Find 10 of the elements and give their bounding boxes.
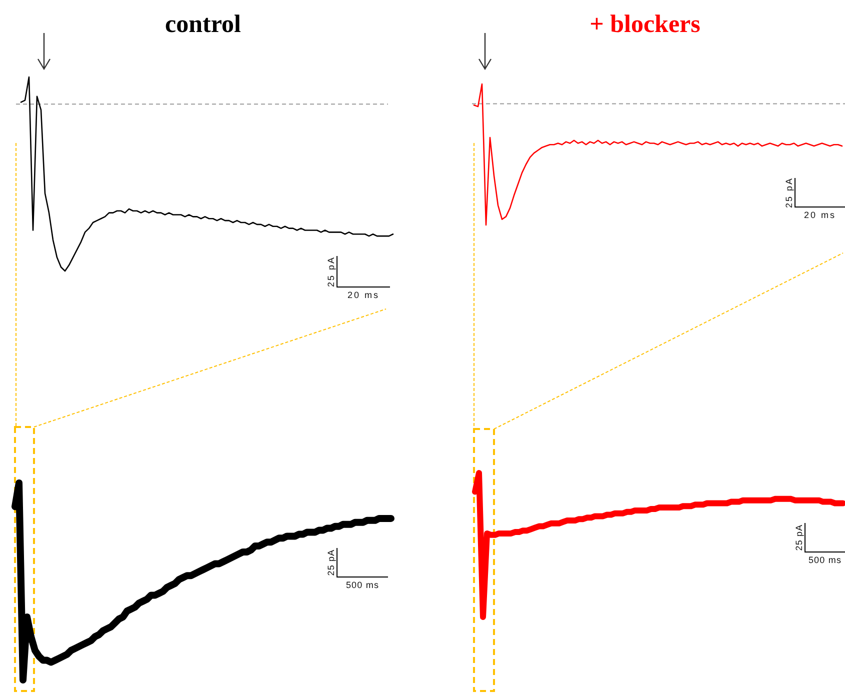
text: 20 ms [347,290,380,300]
annotation: 20 ms [804,210,836,220]
annotation: 500 ms [808,555,842,565]
annotation: 500 ms [346,580,380,590]
annotation: 25 pA [784,176,794,208]
chart-title: control [165,11,242,38]
chart-title: + blockers [590,11,701,38]
annotation: 25 pA [794,524,804,551]
annotation: 25 pA [326,549,336,576]
annotation: 25 pA [326,256,336,288]
